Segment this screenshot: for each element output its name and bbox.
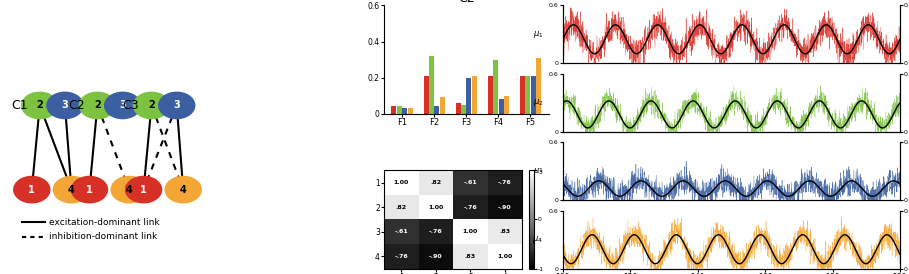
Y-axis label: $\mu_4$: $\mu_4$ [533,234,544,245]
Text: -.76: -.76 [464,205,477,210]
Bar [520,76,524,113]
Text: C1: C1 [11,99,27,112]
Text: .83: .83 [499,229,511,234]
Circle shape [47,92,83,119]
Bar [525,76,530,113]
Text: 3: 3 [119,101,126,110]
Bar [461,105,466,113]
Circle shape [79,92,115,119]
Bar [429,56,434,113]
Bar [466,78,472,113]
Text: .82: .82 [430,180,442,185]
Bar [424,76,428,113]
Bar [536,58,541,113]
Y-axis label: $\mu_1$: $\mu_1$ [533,29,544,40]
Text: 1: 1 [86,185,93,195]
Bar [455,103,461,113]
Bar [487,76,493,113]
Text: .82: .82 [395,205,407,210]
Circle shape [165,176,201,203]
Text: 4: 4 [125,185,133,195]
Bar [493,59,498,113]
Circle shape [134,92,169,119]
Text: 1: 1 [28,185,35,195]
Circle shape [105,92,141,119]
Y-axis label: $\mu_3$: $\mu_3$ [533,166,544,177]
Text: -.76: -.76 [395,254,408,259]
Text: 4: 4 [68,185,75,195]
Circle shape [22,92,58,119]
Text: 1.00: 1.00 [428,205,444,210]
Text: .83: .83 [464,254,476,259]
Text: -.61: -.61 [464,180,477,185]
Circle shape [159,92,195,119]
Text: 3: 3 [62,101,68,110]
Text: -.76: -.76 [498,180,512,185]
Text: C3: C3 [123,99,139,112]
Bar [403,108,407,113]
Bar [472,76,477,113]
Text: excitation-dominant link: excitation-dominant link [49,218,159,227]
Text: 2: 2 [94,101,101,110]
Text: 1: 1 [140,185,147,195]
Circle shape [14,176,50,203]
Y-axis label: $\mu_2$: $\mu_2$ [533,97,544,108]
Text: 1.00: 1.00 [394,180,409,185]
Bar [440,97,445,113]
Text: 2: 2 [148,101,155,110]
Bar [397,106,402,113]
Bar [531,76,535,113]
Bar [498,99,504,113]
Text: 4: 4 [180,185,186,195]
Text: -.90: -.90 [498,205,512,210]
Circle shape [54,176,89,203]
Text: 2: 2 [36,101,43,110]
Bar [504,96,509,113]
Text: 1.00: 1.00 [497,254,513,259]
Text: -.76: -.76 [429,229,443,234]
Text: inhibition-dominant link: inhibition-dominant link [49,232,157,241]
Bar [408,108,413,113]
Circle shape [125,176,162,203]
Bar [435,106,439,113]
Circle shape [111,176,147,203]
Text: C2: C2 [68,99,85,112]
Title: C2: C2 [458,0,474,5]
Text: -.90: -.90 [429,254,443,259]
Text: 3: 3 [174,101,180,110]
Bar [392,106,396,113]
Circle shape [72,176,107,203]
Text: 1.00: 1.00 [463,229,478,234]
Text: -.61: -.61 [395,229,408,234]
